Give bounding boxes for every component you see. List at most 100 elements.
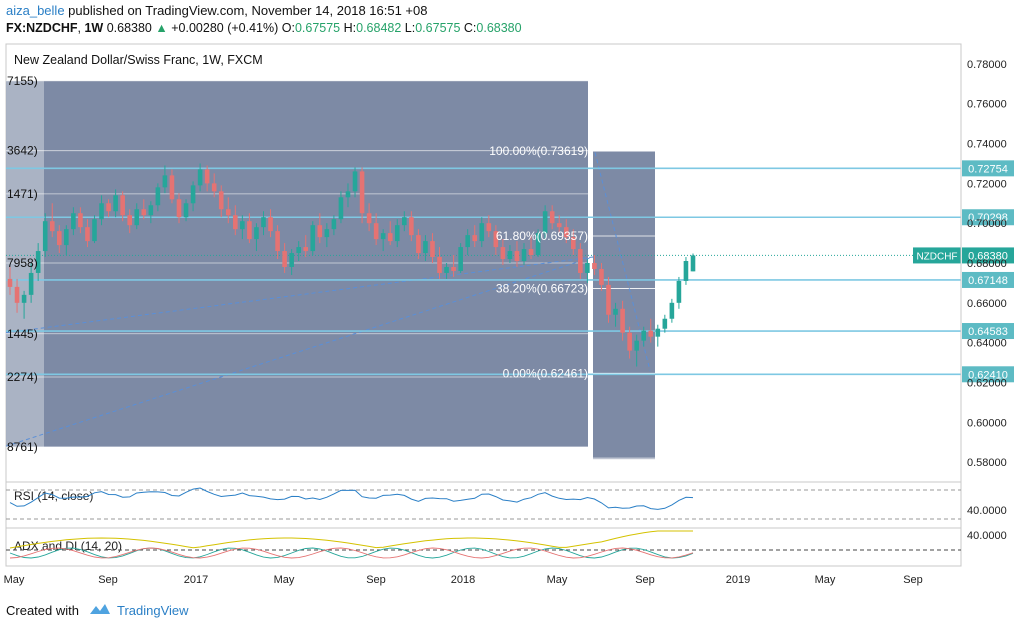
candle-body: [409, 217, 414, 236]
y-axis-tick-label: 0.78000: [967, 59, 1007, 71]
candle-body: [261, 217, 266, 228]
x-axis-tick-label: Sep: [635, 574, 655, 586]
fib-left-label: 7958): [7, 256, 38, 270]
candle-body: [528, 249, 534, 256]
candle-body: [500, 247, 506, 260]
price-level-tag-text: 0.72754: [968, 163, 1008, 175]
labels-layer: 7155) 3642) 1471) 7958) 1445) 2274) 8761) 100.0…: [7, 53, 1014, 465]
candle-body: [64, 229, 69, 246]
price-level-tag-text: 0.64583: [968, 326, 1008, 338]
di-minus-line: [9, 547, 694, 559]
footer: Created with TradingView: [6, 602, 189, 619]
candle-body: [458, 247, 463, 271]
candle-body: [254, 227, 259, 240]
candle-body: [570, 237, 576, 250]
x-axis-tick-label: May: [815, 574, 836, 586]
candle-body: [14, 286, 20, 303]
y-axis-tick-label: 0.60000: [967, 417, 1007, 429]
candle-body: [387, 233, 393, 242]
candle-body: [240, 221, 245, 230]
symbol-info: FX:NZDCHF, 1W 0.68380 ▲ +0.00280 (+0.41%…: [6, 21, 522, 35]
candle-body: [247, 221, 252, 240]
axis-layer: 0.78000 0.76000 0.74000 0.72000 0.70000 0.680…: [4, 59, 1007, 586]
candle-body: [585, 263, 590, 273]
x-axis-tick-label: 2017: [184, 574, 208, 586]
candle-body: [169, 175, 175, 200]
candle-body: [380, 233, 386, 240]
fib-left-label: 1445): [7, 327, 38, 341]
interval-label: 1W: [84, 21, 104, 35]
candle-body: [373, 223, 379, 240]
candle-body: [190, 185, 196, 204]
candle-body: [359, 171, 365, 214]
candle-body: [648, 330, 654, 337]
price-value: 0.68380: [106, 21, 152, 35]
candle-body: [282, 251, 287, 267]
candle-body: [451, 266, 456, 271]
tradingview-brand[interactable]: TradingView: [116, 603, 189, 618]
candle-body: [275, 231, 280, 252]
price-chart[interactable]: 7155) 3642) 1471) 7958) 1445) 2274) 8761) 100.0…: [0, 0, 1018, 600]
y-axis-tick-label: 0.62000: [967, 377, 1007, 389]
candle-body: [465, 235, 470, 248]
high-label: H:: [343, 21, 357, 35]
author-name[interactable]: aiza_belle: [6, 3, 65, 18]
candle-body: [225, 209, 231, 216]
candle-body: [521, 249, 527, 262]
trend-line-dashed: [5, 256, 594, 447]
x-axis-tick-label: May: [547, 574, 568, 586]
y-axis-tick-label: 0.74000: [967, 139, 1007, 151]
candle-body: [352, 171, 358, 192]
adx-label: ADX and DI (14, 20): [14, 539, 122, 553]
fib-level-label: -38.20%(0.58199): [492, 451, 588, 465]
candle-body: [641, 330, 647, 341]
candle-body: [218, 191, 224, 210]
candle-body: [21, 294, 27, 303]
fib-left-label: 1471): [7, 187, 38, 201]
y-axis-tick-label: 0.68000: [967, 258, 1007, 270]
candle-body: [99, 203, 104, 220]
candle-body: [42, 221, 48, 252]
price-level-tag: [962, 209, 1014, 226]
candle-body: [366, 213, 372, 224]
price-level-tag-text: 0.70298: [968, 212, 1008, 224]
candle-body: [444, 266, 449, 273]
fib-left-label: 3642): [7, 144, 38, 158]
chart-title: New Zealand Dollar/Swiss Franc, 1W, FXCM: [14, 53, 263, 67]
price-level-tag: [962, 366, 1014, 383]
symbol-tag-text: NZDCHF: [916, 251, 957, 262]
indicators-layer: RSI (14, close) 40.0000 ADX and DI (14, 20…: [6, 44, 1007, 566]
fib-level-label: 61.80%(0.69357): [496, 229, 588, 243]
candle-body: [563, 227, 569, 238]
x-axis-tick-label: 2018: [451, 574, 475, 586]
candle-body: [134, 209, 140, 226]
candle-body: [437, 257, 442, 273]
adx-axis-label: 40.0000: [967, 530, 1007, 542]
close-value: 0.68380: [476, 21, 522, 35]
candle-body: [606, 284, 611, 315]
candle-body: [155, 187, 161, 206]
candle-body: [127, 215, 133, 226]
candle-body: [106, 203, 111, 212]
low-label: L:: [404, 21, 416, 35]
candle-body: [317, 225, 323, 238]
candle-body: [578, 249, 583, 273]
x-axis-tick-label: Sep: [98, 574, 118, 586]
candle-body: [85, 227, 90, 242]
candle-body: [627, 332, 632, 351]
fib-left-label: 7155): [7, 74, 38, 88]
candle-body: [28, 272, 34, 295]
low-value: 0.67575: [415, 21, 461, 35]
candle-body: [430, 241, 435, 258]
candle-body: [669, 302, 675, 319]
candle-body: [120, 195, 125, 216]
candle-body: [303, 247, 309, 252]
trend-line-dashed: [5, 256, 594, 334]
x-axis-tick-label: Sep: [366, 574, 386, 586]
candle-body: [197, 169, 203, 186]
candle-body: [56, 231, 62, 246]
background-layer: [5, 80, 655, 460]
candle-body: [338, 197, 344, 220]
candle-body: [599, 268, 604, 285]
fib-level-label: 0.00%(0.62461): [503, 366, 588, 380]
